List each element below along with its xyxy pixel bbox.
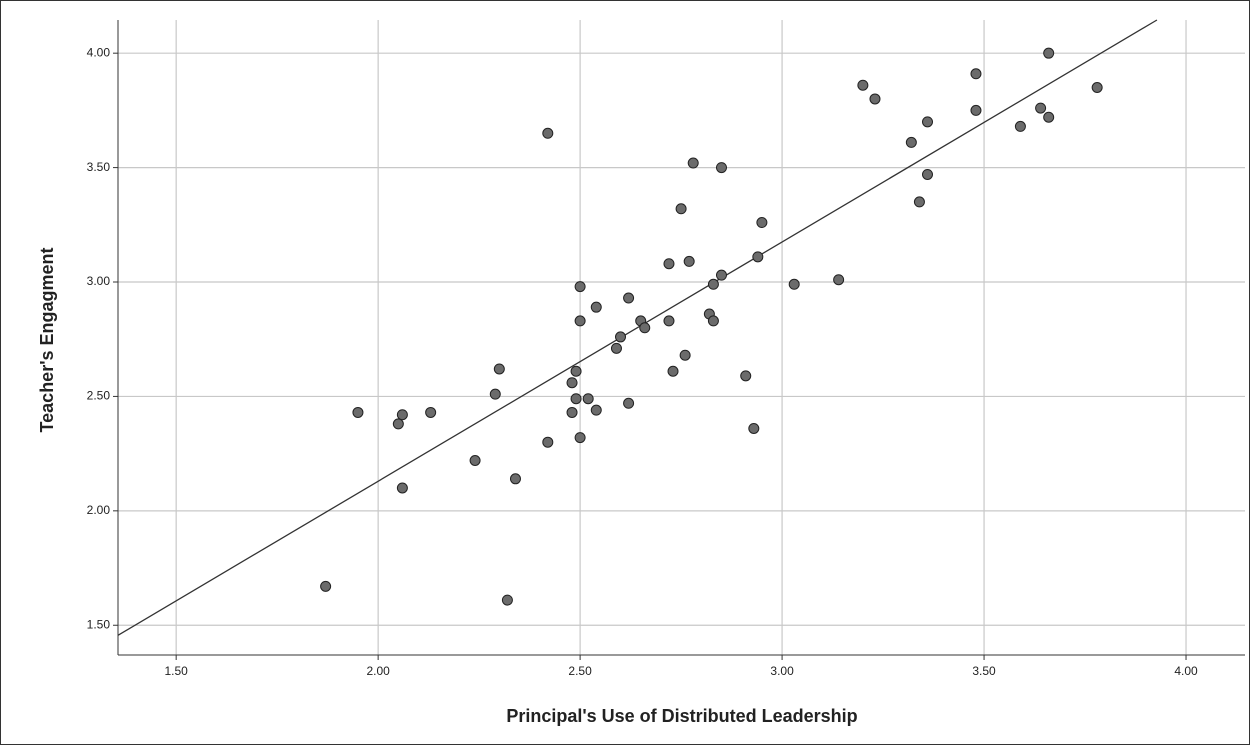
point — [687, 157, 699, 169]
point — [623, 397, 635, 409]
point — [615, 331, 627, 343]
point — [752, 251, 764, 263]
y-axis-title: Teacher's Engagment — [37, 247, 57, 432]
point — [1035, 102, 1047, 114]
point — [663, 258, 675, 270]
x-tick-label: 2.00 — [366, 664, 390, 678]
point — [707, 278, 719, 290]
point — [740, 370, 752, 382]
point — [320, 580, 332, 592]
point — [1091, 82, 1103, 94]
point — [748, 422, 760, 434]
point — [675, 203, 687, 215]
point — [582, 393, 594, 405]
point — [574, 281, 586, 293]
point — [542, 436, 554, 448]
point — [970, 68, 982, 80]
x-tick-label: 1.50 — [164, 664, 188, 678]
point — [869, 93, 881, 105]
point — [922, 116, 934, 128]
y-tick-label: 3.00 — [87, 274, 111, 288]
point — [352, 406, 364, 418]
point — [922, 168, 934, 180]
point — [707, 315, 719, 327]
point — [756, 217, 768, 229]
point — [683, 255, 695, 267]
x-tick-label: 4.00 — [1174, 664, 1198, 678]
y-tick-label: 2.50 — [87, 389, 111, 403]
point — [1014, 120, 1026, 132]
y-tick-label: 3.50 — [87, 160, 111, 174]
point — [574, 432, 586, 444]
x-tick-label: 2.50 — [568, 664, 592, 678]
point — [570, 365, 582, 377]
point — [489, 388, 501, 400]
point — [667, 365, 679, 377]
point — [590, 404, 602, 416]
y-tick-label: 2.00 — [87, 503, 111, 517]
fit-line — [117, 19, 1158, 636]
point — [639, 322, 651, 334]
point — [542, 127, 554, 139]
point — [833, 274, 845, 286]
point — [679, 349, 691, 361]
point — [663, 315, 675, 327]
point — [913, 196, 925, 208]
point — [570, 393, 582, 405]
marks — [117, 19, 1158, 636]
point — [566, 406, 578, 418]
point — [715, 162, 727, 174]
point — [396, 409, 408, 421]
point — [574, 315, 586, 327]
point — [501, 594, 513, 606]
point — [857, 79, 869, 91]
point — [590, 301, 602, 313]
point — [970, 104, 982, 116]
point — [715, 269, 727, 281]
x-tick-label: 3.00 — [770, 664, 794, 678]
y-tick-label: 4.00 — [87, 45, 111, 59]
point — [566, 377, 578, 389]
point — [425, 406, 437, 418]
y-tick-label: 1.50 — [87, 617, 111, 631]
point — [1043, 111, 1055, 123]
point — [392, 418, 404, 430]
point — [610, 342, 622, 354]
x-axis-title: Principal's Use of Distributed Leadershi… — [506, 706, 857, 726]
point — [493, 363, 505, 375]
point — [1043, 47, 1055, 59]
point — [396, 482, 408, 494]
point — [509, 473, 521, 485]
point — [469, 454, 481, 466]
grid — [118, 20, 1245, 655]
point — [623, 292, 635, 304]
point — [788, 278, 800, 290]
x-tick-label: 3.50 — [972, 664, 996, 678]
point — [905, 136, 917, 148]
